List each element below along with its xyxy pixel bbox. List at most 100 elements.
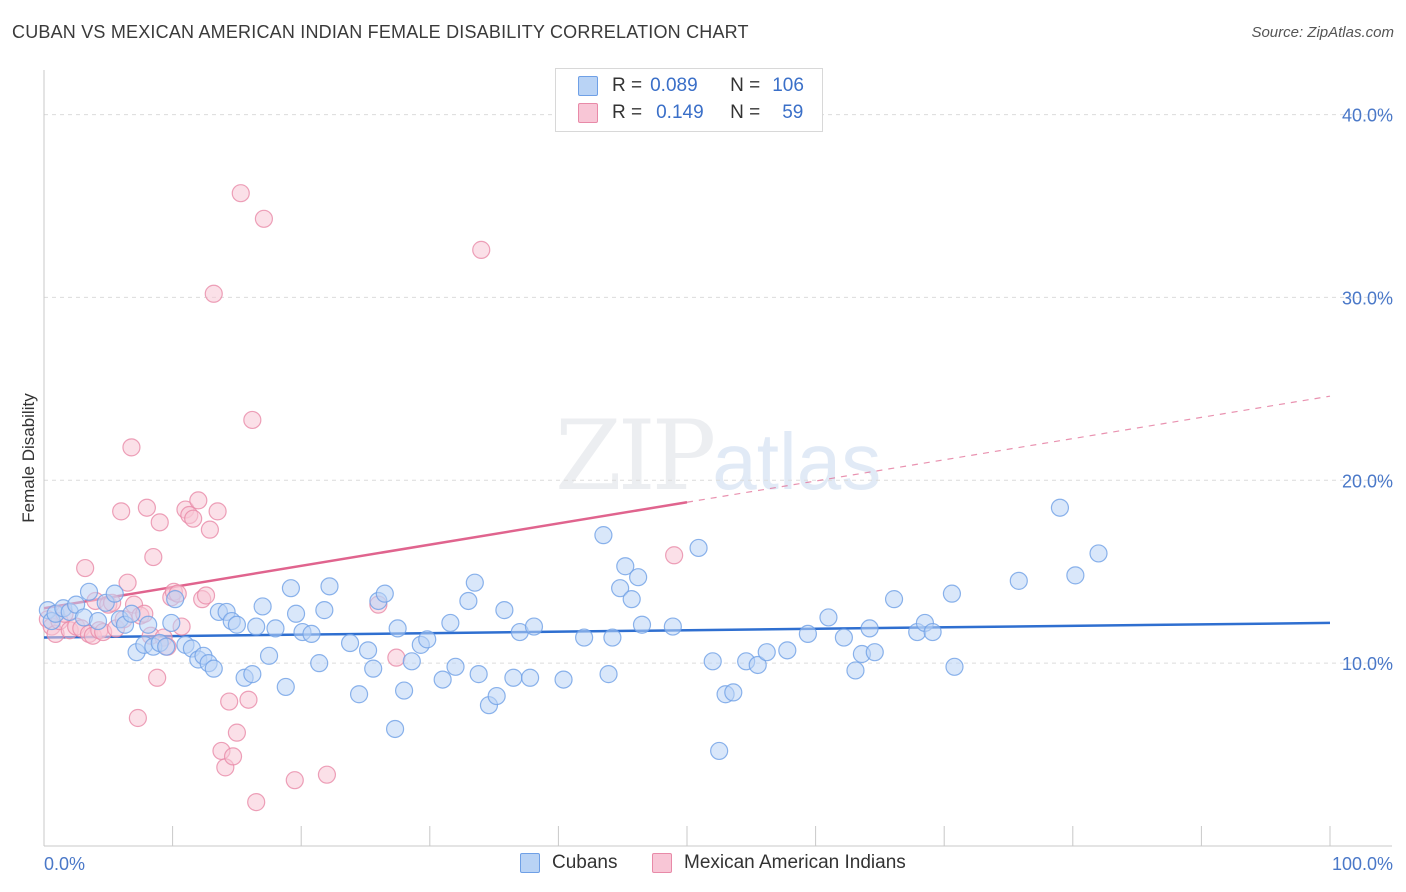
- point-cubans: [459, 591, 478, 611]
- watermark-zip: ZIP: [555, 400, 716, 512]
- point-cubans: [302, 624, 321, 643]
- point-cubans: [819, 608, 838, 627]
- point-cubans: [88, 611, 108, 631]
- point-cubans: [748, 655, 767, 675]
- point-mexican-american-indians: [223, 747, 243, 766]
- point-cubans: [945, 657, 964, 676]
- point-cubans: [276, 677, 295, 697]
- point-cubans: [554, 670, 573, 689]
- point-cubans: [689, 538, 708, 558]
- point-cubans: [375, 584, 394, 603]
- point-cubans: [227, 615, 246, 634]
- point-cubans: [575, 628, 594, 647]
- n-value: 59: [782, 102, 804, 123]
- chart-source: Source: ZipAtlas.com: [1251, 24, 1394, 41]
- n-label: N =: [730, 102, 761, 123]
- point-cubans: [157, 637, 176, 656]
- chart-title: CUBAN VS MEXICAN AMERICAN INDIAN FEMALE …: [12, 22, 749, 42]
- point-cubans: [798, 624, 817, 643]
- point-cubans: [281, 579, 301, 598]
- r-value: 0.089: [650, 75, 698, 96]
- point-cubans: [266, 619, 285, 638]
- point-cubans: [521, 668, 540, 687]
- point-cubans: [1009, 571, 1028, 590]
- point-mexican-american-indians: [227, 723, 246, 742]
- point-cubans: [349, 685, 369, 704]
- point-cubans: [418, 630, 437, 649]
- point-cubans: [166, 590, 185, 609]
- point-mexican-american-indians: [317, 765, 337, 784]
- point-cubans: [611, 579, 630, 598]
- point-mexican-american-indians: [220, 692, 239, 711]
- point-cubans: [162, 613, 181, 633]
- axes: [43, 70, 1392, 847]
- point-cubans: [320, 577, 339, 596]
- point-mexican-american-indians: [254, 209, 274, 228]
- point-cubans: [778, 641, 797, 660]
- point-cubans: [1050, 498, 1070, 517]
- point-cubans: [594, 526, 613, 545]
- series-legend: Cubans Mexican American Indians: [0, 852, 1406, 878]
- x-tick-label: 100.0%: [1332, 854, 1393, 874]
- point-cubans: [253, 597, 272, 616]
- point-cubans: [622, 590, 641, 609]
- point-mexican-american-indians: [137, 498, 156, 517]
- legend-swatch-mexican-american-indians: [578, 103, 598, 123]
- series-legend-label: Mexican American Indians: [684, 852, 906, 873]
- point-cubans: [122, 604, 141, 623]
- point-cubans: [629, 568, 648, 587]
- point-cubans: [923, 622, 942, 642]
- point-mexican-american-indians: [243, 410, 262, 430]
- y-tick-label: 40.0%: [1342, 106, 1393, 126]
- point-cubans: [603, 628, 622, 647]
- data-points: [38, 184, 1108, 812]
- point-cubans: [446, 657, 465, 676]
- point-cubans: [757, 643, 776, 662]
- point-cubans: [487, 686, 506, 706]
- point-mexican-american-indians: [128, 708, 147, 728]
- trend-line-mexican-american-indians: [43, 500, 688, 610]
- r-label: R =: [612, 75, 643, 96]
- series-legend-cubans: Cubans: [520, 852, 618, 874]
- point-cubans: [834, 628, 853, 647]
- point-mexican-american-indians: [184, 509, 203, 528]
- point-cubans: [860, 619, 879, 638]
- point-mexican-american-indians: [387, 648, 406, 667]
- legend-swatch-cubans: [578, 76, 598, 96]
- stats-legend-row-mexican-american-indians: R = 0.149 N = 59: [578, 101, 803, 125]
- point-mexican-american-indians: [204, 284, 223, 303]
- n-label: N =: [730, 75, 761, 96]
- point-cubans: [504, 668, 523, 687]
- point-cubans: [865, 643, 884, 662]
- y-tick-label: 30.0%: [1342, 288, 1393, 308]
- point-cubans: [632, 615, 652, 634]
- point-mexican-american-indians: [472, 240, 491, 259]
- point-cubans: [724, 683, 743, 702]
- point-cubans: [243, 665, 262, 684]
- point-cubans: [286, 604, 306, 623]
- point-cubans: [599, 665, 618, 684]
- point-cubans: [364, 659, 383, 678]
- point-cubans: [703, 652, 722, 671]
- stats-legend-row-cubans: R = 0.089 N = 106: [578, 74, 804, 98]
- legend-swatch-mexican-american-indians: [652, 853, 672, 873]
- trend-line-mexican-american-indians-extension: [686, 395, 1331, 503]
- point-cubans: [663, 617, 682, 636]
- point-cubans: [942, 584, 962, 603]
- legend-swatch-cubans: [520, 853, 540, 873]
- series-legend-mexican-american-indians: Mexican American Indians: [652, 852, 906, 874]
- point-cubans: [1089, 544, 1108, 563]
- point-mexican-american-indians: [200, 520, 219, 539]
- point-mexican-american-indians: [196, 586, 216, 605]
- y-tick-label: 10.0%: [1342, 654, 1393, 674]
- point-cubans: [495, 601, 514, 620]
- tick-labels: 10.0% 20.0% 30.0% 40.0% 0.0% 100.0% Female Dis…: [19, 106, 1393, 874]
- point-mexican-american-indians: [239, 690, 258, 709]
- point-cubans: [710, 741, 729, 761]
- point-cubans: [358, 641, 378, 660]
- stats-legend: R = 0.089 N = 106 R = 0.149 N = 59: [555, 68, 823, 132]
- point-mexican-american-indians: [148, 668, 167, 687]
- point-mexican-american-indians: [231, 184, 250, 203]
- point-cubans: [340, 633, 360, 653]
